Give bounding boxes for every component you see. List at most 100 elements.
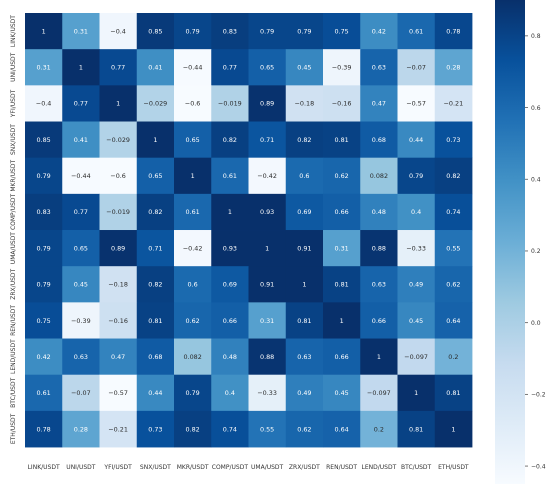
heatmap-annotations: 1 0.31 −0.4 0.85 0.79 0.83 0.79 0.79 0.75 0.42 0.6… bbox=[36, 27, 463, 433]
heatmap-cell bbox=[360, 374, 398, 412]
cell-value-label: 1 bbox=[42, 27, 46, 35]
x-tick-label: YFI/USDT bbox=[103, 464, 132, 471]
heatmap-cell bbox=[25, 266, 63, 303]
heatmap-cell bbox=[136, 266, 175, 303]
cell-value-label: 0.41 bbox=[74, 136, 88, 144]
cell-value-label: 0.69 bbox=[297, 208, 311, 216]
cell-value-label: 0.82 bbox=[186, 425, 200, 433]
cell-value-label: 0.68 bbox=[372, 136, 386, 144]
cell-value-label: 0.82 bbox=[148, 281, 162, 289]
cell-value-label: 1 bbox=[265, 244, 269, 252]
cell-value-label: 0.79 bbox=[186, 27, 200, 35]
heatmap-cell bbox=[99, 302, 138, 339]
heatmap-cell bbox=[248, 121, 287, 159]
heatmap-cell bbox=[360, 193, 398, 231]
heatmap-cell bbox=[136, 121, 175, 159]
heatmap-cell bbox=[360, 85, 398, 122]
heatmap-cell bbox=[285, 13, 324, 50]
cell-value-label: 0.42 bbox=[372, 27, 386, 35]
cell-value-label: −0.21 bbox=[108, 425, 128, 433]
heatmap-cell bbox=[136, 374, 175, 412]
heatmap-cell bbox=[99, 338, 138, 376]
cell-value-label: −0.18 bbox=[295, 100, 315, 108]
heatmap-cell bbox=[434, 410, 473, 448]
heatmap-cell bbox=[211, 157, 249, 195]
cell-value-label: −0.16 bbox=[108, 317, 128, 325]
cell-value-label: 0.64 bbox=[446, 317, 460, 325]
heatmap-cell bbox=[136, 302, 175, 339]
heatmap-cell bbox=[323, 193, 361, 231]
x-tick-label: MKR/USDT bbox=[177, 464, 209, 471]
cell-value-label: 0.41 bbox=[148, 64, 162, 72]
heatmap-cell bbox=[174, 374, 212, 412]
heatmap-cell bbox=[285, 230, 324, 267]
heatmap-cell bbox=[211, 49, 249, 86]
cell-value-label: −0.57 bbox=[108, 389, 128, 397]
heatmap-cell bbox=[211, 230, 249, 267]
heatmap-cell bbox=[397, 49, 436, 86]
cell-value-label: 1 bbox=[79, 64, 83, 72]
cell-value-label: 1 bbox=[153, 136, 157, 144]
cell-value-label: 0.82 bbox=[297, 136, 311, 144]
heatmap-cell bbox=[174, 85, 212, 122]
heatmap-cell bbox=[99, 13, 138, 50]
cell-value-label: −0.029 bbox=[106, 136, 130, 144]
heatmap-cell bbox=[248, 338, 287, 376]
cell-value-label: 0.77 bbox=[111, 64, 125, 72]
cell-value-label: 0.4 bbox=[411, 208, 421, 216]
cell-value-label: −0.39 bbox=[71, 317, 91, 325]
colorbar-tick-label: −0.4 bbox=[531, 463, 546, 470]
heatmap-cell bbox=[360, 49, 398, 86]
heatmap-cell bbox=[99, 230, 138, 267]
heatmap-cell bbox=[99, 121, 138, 159]
cell-value-label: −0.019 bbox=[218, 100, 242, 108]
cell-value-label: 1 bbox=[377, 353, 381, 361]
colorbar-tick-label: 0.8 bbox=[531, 33, 541, 40]
cell-value-label: 0.6 bbox=[188, 281, 198, 289]
heatmap-cell bbox=[211, 193, 249, 231]
cell-value-label: −0.44 bbox=[183, 64, 203, 72]
cell-value-label: 0.73 bbox=[148, 425, 162, 433]
heatmap-cell bbox=[248, 266, 287, 303]
heatmap-cell bbox=[99, 193, 138, 231]
cell-value-label: −0.6 bbox=[185, 100, 201, 108]
cell-value-label: 0.45 bbox=[297, 64, 311, 72]
cell-value-label: −0.097 bbox=[404, 353, 428, 361]
heatmap-cell bbox=[62, 230, 100, 267]
cell-value-label: 0.77 bbox=[74, 100, 88, 108]
cell-value-label: 0.45 bbox=[335, 389, 349, 397]
heatmap-cell bbox=[397, 374, 436, 412]
cell-value-label: 0.79 bbox=[37, 281, 51, 289]
heatmap-cell bbox=[397, 338, 436, 376]
cell-value-label: 0.082 bbox=[370, 172, 388, 180]
colorbar-tick-label: 0.6 bbox=[531, 105, 541, 112]
cell-value-label: 0.42 bbox=[37, 353, 51, 361]
heatmap-cell bbox=[248, 13, 287, 50]
cell-value-label: 0.2 bbox=[448, 353, 458, 361]
cell-value-label: 0.88 bbox=[260, 353, 274, 361]
heatmap-cell bbox=[434, 13, 473, 50]
heatmap-cell bbox=[248, 410, 287, 448]
cell-value-label: 0.75 bbox=[37, 317, 51, 325]
heatmap-cell bbox=[248, 193, 287, 231]
heatmap-cell bbox=[434, 157, 473, 195]
heatmap-cell bbox=[360, 410, 398, 448]
heatmap-cell bbox=[434, 193, 473, 231]
cell-value-label: 0.31 bbox=[74, 27, 88, 35]
heatmap-cell bbox=[323, 49, 361, 86]
cell-value-label: 0.65 bbox=[186, 136, 200, 144]
cell-value-label: −0.019 bbox=[106, 208, 130, 216]
heatmap-cell bbox=[248, 374, 287, 412]
heatmap-cell bbox=[397, 13, 436, 50]
heatmap-cell bbox=[99, 49, 138, 86]
heatmap-cell bbox=[174, 49, 212, 86]
heatmap-cell bbox=[25, 85, 63, 122]
heatmap-cell bbox=[99, 410, 138, 448]
cell-value-label: −0.029 bbox=[144, 100, 168, 108]
cell-value-label: 0.81 bbox=[335, 281, 349, 289]
cell-value-label: 0.31 bbox=[37, 64, 51, 72]
y-tick-label: LINK/USDT bbox=[10, 15, 17, 47]
cell-value-label: 0.63 bbox=[372, 281, 386, 289]
heatmap-cell bbox=[25, 410, 63, 448]
